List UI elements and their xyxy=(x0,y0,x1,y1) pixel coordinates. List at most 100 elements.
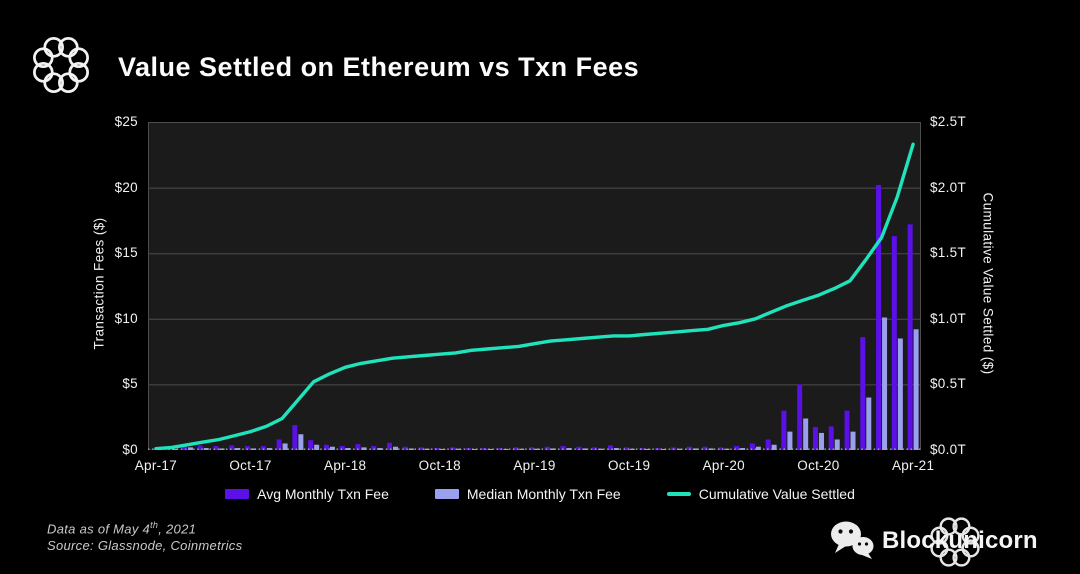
bar xyxy=(434,448,440,450)
right-axis-tick-label: $1.5T xyxy=(930,245,967,261)
chart-plot-area xyxy=(148,122,921,450)
bar xyxy=(803,418,809,450)
wechat-bubbles-icon xyxy=(831,521,874,559)
x-axis-tick-label: Apr-21 xyxy=(891,458,935,473)
bar xyxy=(623,447,629,450)
bar xyxy=(661,448,667,450)
blockunicorn-knot-logo-icon xyxy=(926,513,984,571)
bar xyxy=(440,448,446,450)
right-axis-tick-label: $0.5T xyxy=(930,376,967,392)
chart-legend: Avg Monthly Txn Fee Median Monthly Txn Fe… xyxy=(0,486,1080,502)
bar xyxy=(393,446,399,450)
bar xyxy=(213,446,219,450)
bar xyxy=(387,442,393,450)
legend-line-swatch-icon xyxy=(666,492,691,496)
bar xyxy=(702,446,708,450)
bar xyxy=(345,448,351,450)
gridlines xyxy=(148,122,921,450)
cumulative-value-line xyxy=(154,142,915,450)
bar xyxy=(907,224,913,450)
bar xyxy=(197,445,203,450)
x-axis-tick-label: Oct-18 xyxy=(418,458,461,473)
x-axis-tick-label: Oct-19 xyxy=(607,458,651,473)
bar xyxy=(339,446,345,450)
data-as-of-note: Data as of May 4th, 2021 xyxy=(47,520,196,536)
bar xyxy=(734,446,740,450)
left-axis-tick-label: $20 xyxy=(114,179,138,195)
blockunicorn-knot-logo-icon xyxy=(28,32,94,98)
bar xyxy=(282,443,288,450)
bar xyxy=(787,431,793,450)
source-note: Source: Glassnode, Coinmetrics xyxy=(47,538,243,553)
bar xyxy=(897,338,903,450)
bar xyxy=(765,439,771,450)
bar xyxy=(818,432,824,450)
bar xyxy=(266,448,272,450)
bar xyxy=(181,444,187,450)
bar xyxy=(560,446,566,450)
bar xyxy=(172,448,178,450)
legend-item: Avg Monthly Txn Fee xyxy=(225,486,389,502)
data-as-of-suffix: , 2021 xyxy=(158,521,197,537)
bar xyxy=(550,448,556,450)
bar xyxy=(251,448,257,450)
bar xyxy=(371,446,377,450)
bar xyxy=(323,444,329,450)
bar xyxy=(876,184,882,450)
bar xyxy=(566,448,572,450)
wechat-icon xyxy=(830,520,874,560)
bars-avg-txn-fee xyxy=(150,184,913,450)
x-axis-tick-label: Oct-20 xyxy=(797,458,840,473)
legend-item: Median Monthly Txn Fee xyxy=(434,486,621,502)
bar xyxy=(497,448,503,450)
bar xyxy=(576,446,582,450)
bar xyxy=(544,446,550,450)
bar xyxy=(481,448,487,450)
right-axis-tick-label: $2.0T xyxy=(930,179,967,195)
right-axis-tick-label: $2.5T xyxy=(930,114,967,129)
bar xyxy=(749,443,755,450)
bar xyxy=(850,431,856,450)
bar xyxy=(860,337,866,450)
left-axis-title: Transaction Fees ($) xyxy=(91,217,107,350)
legend-item: Cumulative Value Settled xyxy=(666,486,855,502)
bar xyxy=(308,440,314,450)
bar xyxy=(592,447,598,450)
bar xyxy=(639,448,645,450)
bar xyxy=(891,236,897,450)
x-axis-tick-label: Oct-17 xyxy=(229,458,272,473)
legend-label: Cumulative Value Settled xyxy=(698,486,855,502)
bar xyxy=(235,448,241,450)
x-axis-tick-label: Apr-18 xyxy=(324,458,367,473)
bar xyxy=(377,448,383,450)
footer-branding: Blockunicorn xyxy=(830,513,1070,571)
bar xyxy=(781,410,787,450)
bar xyxy=(812,427,818,450)
right-axis-tick-label: $1.0T xyxy=(930,310,967,326)
bar xyxy=(771,444,777,450)
bar xyxy=(692,448,698,450)
bar xyxy=(598,448,604,450)
bar xyxy=(298,434,304,450)
bar xyxy=(276,439,282,450)
bar xyxy=(797,384,803,450)
data-as-of-superscript: th xyxy=(150,520,159,530)
legend-bar-swatch-icon xyxy=(225,489,250,499)
bar xyxy=(260,446,266,450)
left-axis-tick-label: $25 xyxy=(114,114,138,129)
bar xyxy=(361,447,367,450)
brand-wordmark: Blockunicorn xyxy=(882,527,1038,554)
bar xyxy=(292,425,298,450)
bar xyxy=(402,446,408,450)
legend-bar-swatch-icon xyxy=(434,489,459,499)
bar xyxy=(844,410,850,450)
bar xyxy=(418,447,424,450)
bar xyxy=(487,448,493,450)
bar xyxy=(676,448,682,450)
bar xyxy=(718,447,724,450)
bar xyxy=(513,447,519,450)
chart-svg xyxy=(148,122,921,450)
data-as-of-prefix: Data as of May 4 xyxy=(47,521,151,537)
bar xyxy=(229,445,235,450)
